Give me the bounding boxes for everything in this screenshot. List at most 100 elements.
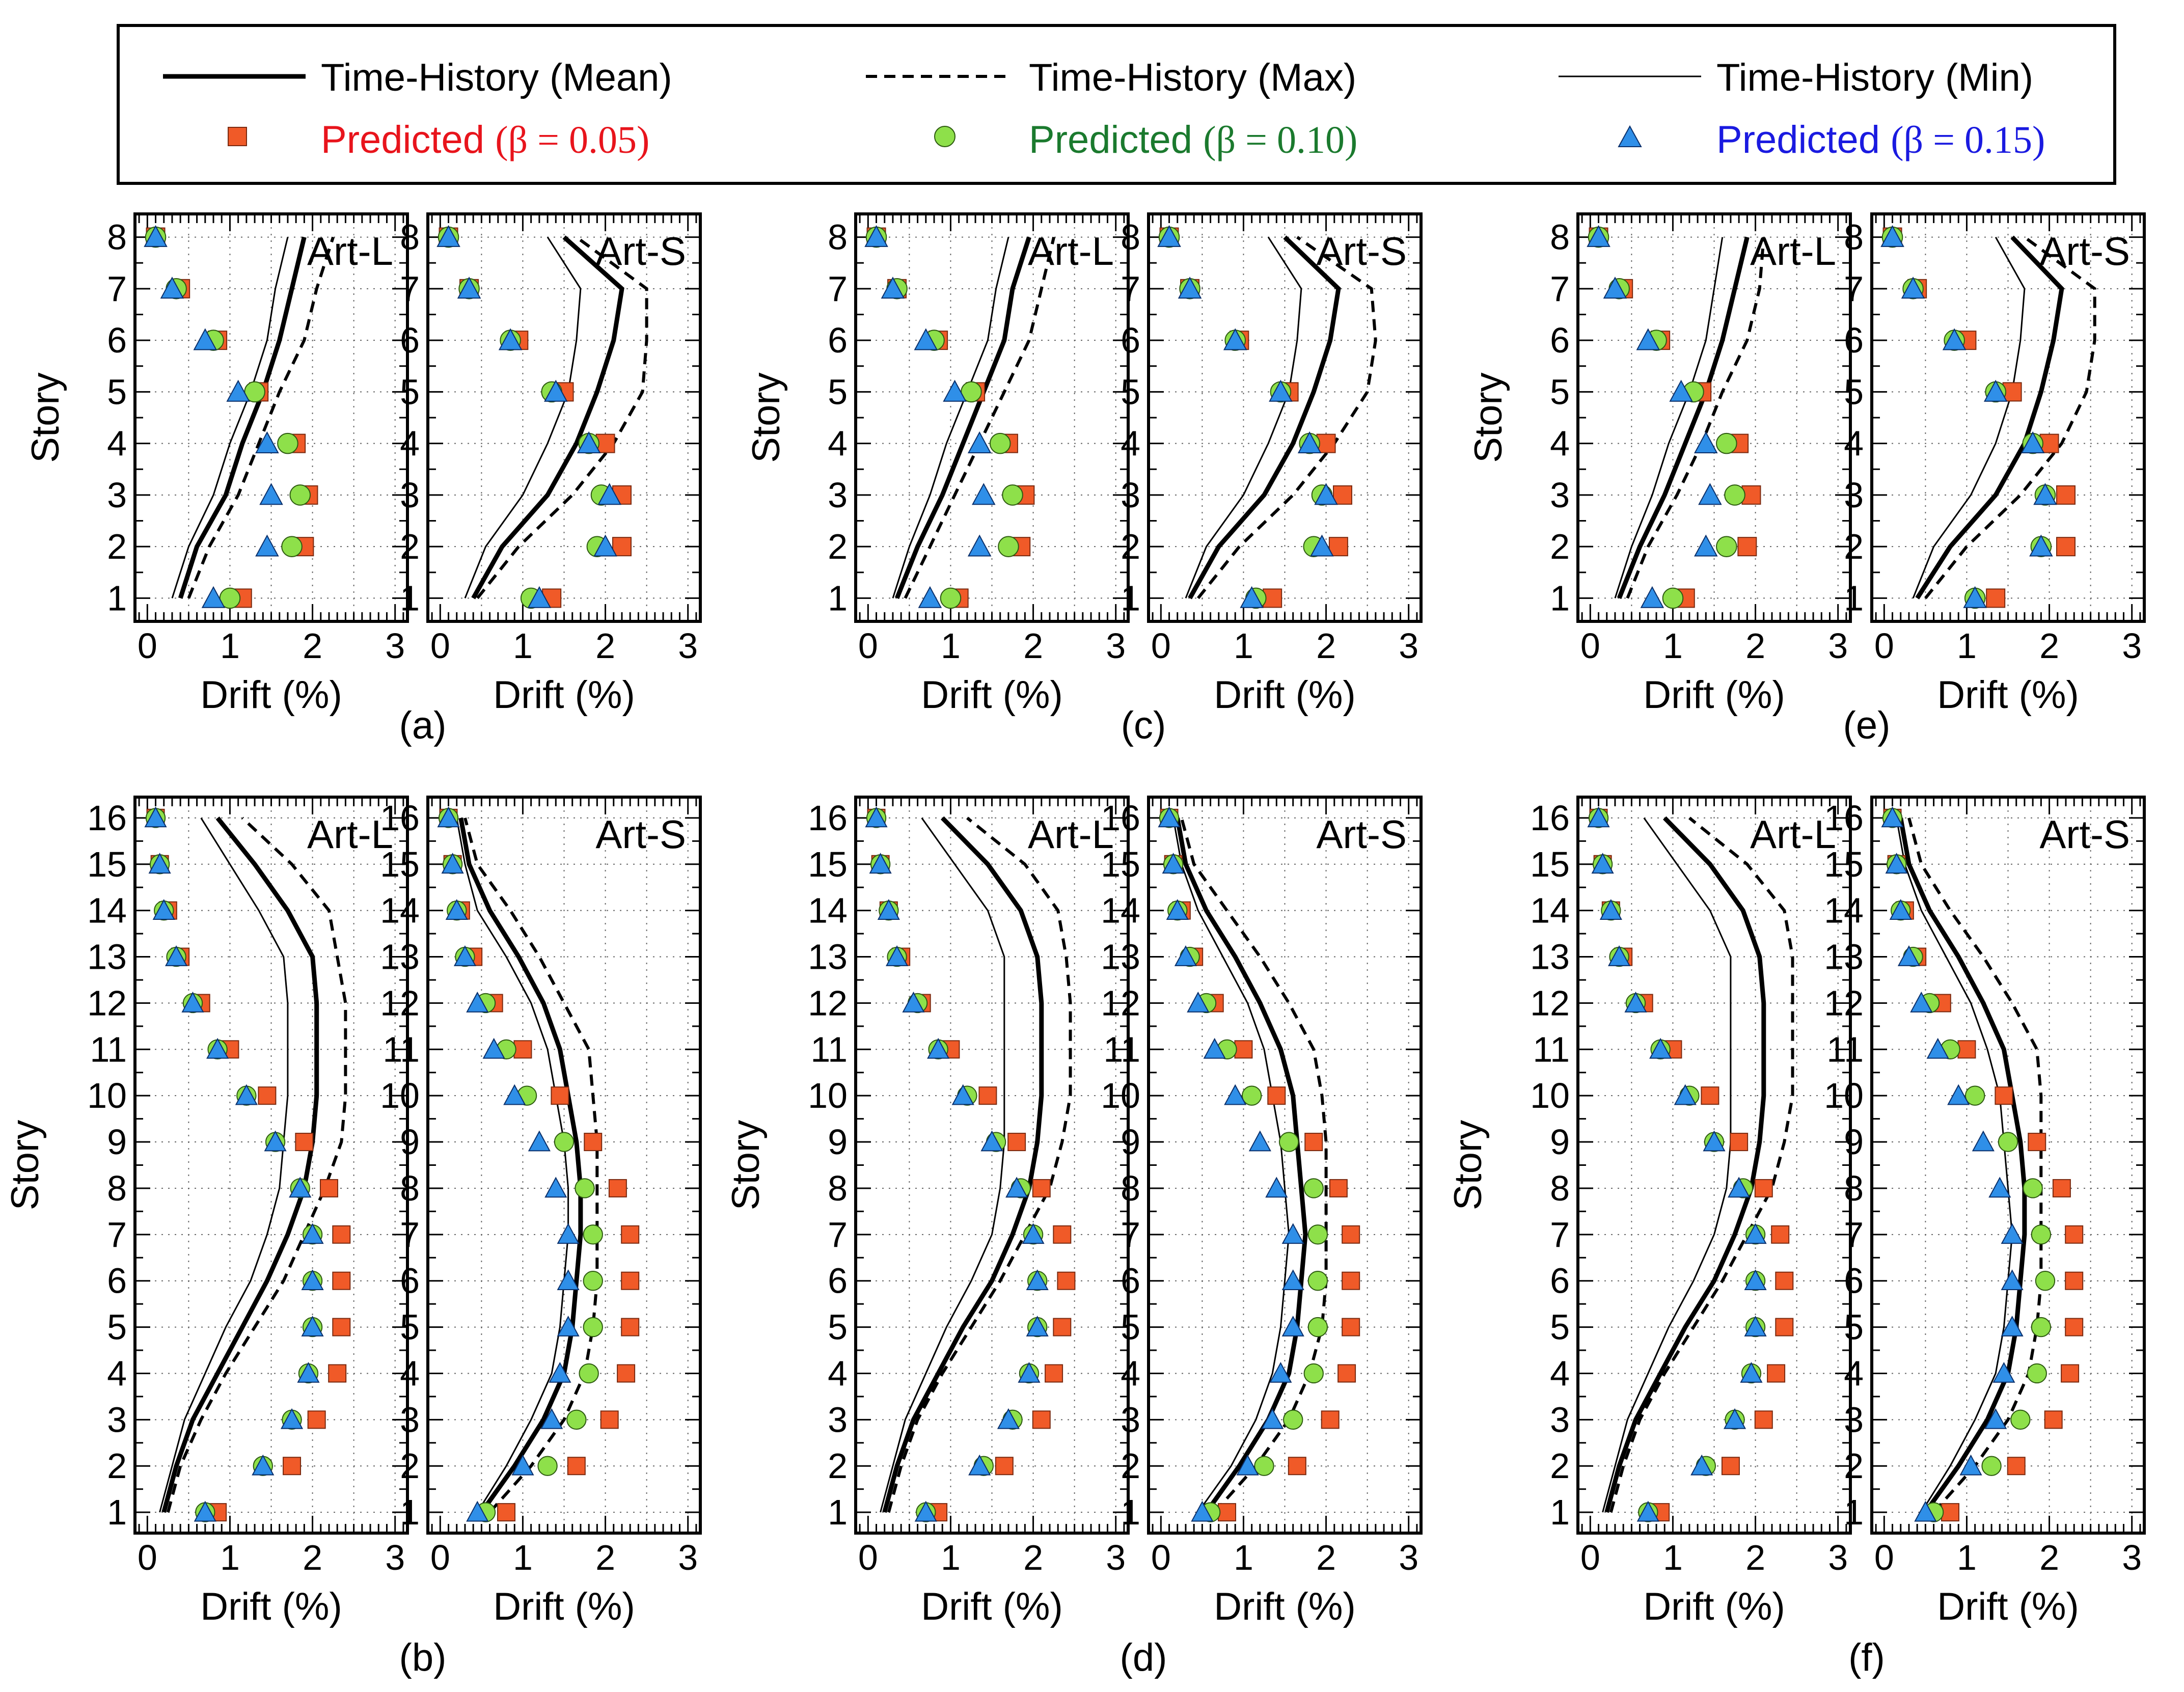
x-tick-label: 0: [858, 1538, 878, 1577]
series-th-mean-line: [1604, 816, 1766, 1513]
series-th-max-line: [166, 816, 347, 1513]
series-th-max-line: [1924, 236, 2096, 599]
y-tick-label: 12: [1530, 983, 1570, 1023]
y-tick-label: 14: [808, 891, 848, 931]
marker-predicted-015: [1694, 534, 1718, 557]
marker-predicted-010: [1964, 1085, 1985, 1106]
x-tick-label: 2: [1316, 1538, 1336, 1577]
y-tick-label: 6: [107, 320, 127, 360]
marker-predicted-005: [319, 1179, 338, 1197]
y-tick-label: 2: [400, 1446, 420, 1486]
marker-predicted-005: [617, 1364, 636, 1383]
marker-predicted-010: [1307, 1224, 1328, 1245]
y-tick-label: 6: [828, 1261, 848, 1301]
marker-predicted-015: [544, 1177, 567, 1198]
y-tick-label: 13: [1824, 937, 1864, 977]
marker-predicted-015: [1236, 1454, 1259, 1476]
marker-predicted-015: [1162, 853, 1185, 874]
marker-predicted-015: [193, 328, 217, 350]
marker-predicted-015: [597, 483, 621, 505]
y-tick-label: 2: [1844, 527, 1864, 566]
marker-predicted-005: [1057, 1271, 1076, 1290]
marker-predicted-015: [511, 1454, 534, 1476]
marker-predicted-015: [557, 1269, 580, 1291]
marker-predicted-015: [914, 328, 938, 350]
marker-predicted-005: [1234, 1040, 1253, 1059]
marker-predicted-005: [1053, 1225, 1072, 1244]
y-tick-label: 11: [90, 1029, 127, 1069]
marker-predicted-005: [600, 1410, 619, 1429]
marker-predicted-005: [608, 1179, 627, 1197]
marker-predicted-015: [980, 1130, 1003, 1152]
x-tick-label: 3: [2122, 626, 2142, 666]
marker-predicted-005: [978, 1086, 997, 1105]
series-th-min-line: [1185, 236, 1302, 598]
marker-predicted-015: [503, 1084, 526, 1105]
y-tick-label: 3: [1121, 475, 1140, 515]
marker-predicted-005: [1957, 1040, 1976, 1059]
marker-predicted-015: [1984, 1408, 2007, 1429]
marker-predicted-005: [1701, 1086, 1719, 1105]
marker-predicted-005: [497, 1503, 516, 1522]
marker-predicted-015: [144, 806, 167, 828]
marker-predicted-015: [1897, 945, 1921, 966]
marker-predicted-015: [1690, 1454, 1713, 1476]
marker-predicted-010: [289, 484, 311, 506]
x-tick-label: 0: [1580, 626, 1600, 666]
panel-captions: (a) (b) (c) (d) (e) (f): [399, 704, 1891, 1679]
marker-predicted-015: [1607, 945, 1631, 966]
marker-predicted-015: [264, 1130, 287, 1152]
marker-predicted-015: [967, 534, 992, 557]
marker-predicted-005: [2052, 1179, 2071, 1197]
y-tick-label: 5: [1121, 372, 1140, 412]
record-label: Art-S: [595, 812, 686, 857]
marker-predicted-015: [181, 991, 204, 1013]
y-tick-label: 6: [400, 1261, 420, 1301]
marker-predicted-015: [1901, 277, 1925, 299]
marker-predicted-015: [1674, 1084, 1697, 1105]
series-th-mean-line: [1617, 236, 1750, 599]
marker-predicted-015: [1988, 1177, 2011, 1198]
marker-predicted-015: [466, 991, 489, 1013]
y-tick-label: 5: [107, 1307, 127, 1347]
marker-predicted-010: [2027, 1363, 2047, 1384]
y-tick-label: 3: [828, 475, 848, 515]
y-tick-label: 4: [1121, 1353, 1140, 1393]
y-tick-label: 3: [107, 475, 127, 515]
y-tick-label: 12: [380, 983, 420, 1023]
marker-predicted-005: [1337, 1364, 1356, 1383]
y-tick-label: 5: [1844, 372, 1864, 412]
marker-predicted-015: [1281, 1223, 1304, 1244]
x-tick-label: 3: [385, 1538, 405, 1577]
y-tick-label: 16: [1101, 798, 1140, 838]
series-th-min-line: [171, 237, 289, 598]
y-tick-label: 2: [1121, 527, 1140, 566]
x-tick-label: 2: [1023, 626, 1043, 666]
y-tick-label: 4: [1550, 424, 1570, 463]
marker-predicted-005: [2056, 537, 2076, 557]
y-tick-label: 3: [107, 1400, 127, 1439]
x-tick-label: 1: [220, 626, 240, 666]
marker-predicted-005: [551, 1086, 569, 1105]
x-tick-label: 3: [1399, 626, 1418, 666]
y-tick-label: 8: [828, 1168, 848, 1208]
x-tick-label: 2: [303, 626, 322, 666]
x-axis-label: Drift (%): [200, 673, 342, 717]
legend-pred-015: Predicted (β = 0.15): [1716, 118, 2045, 161]
marker-predicted-005: [332, 1271, 351, 1290]
marker-predicted-015: [865, 806, 888, 828]
y-tick-label: 4: [828, 424, 848, 463]
series-th-min-line: [464, 236, 582, 598]
x-axis-label: Drift (%): [493, 1585, 635, 1628]
marker-predicted-015: [1703, 1130, 1726, 1152]
panel-caption-d: (d): [1120, 1636, 1167, 1679]
series-th-max-line: [1609, 816, 1794, 1513]
marker-predicted-015: [1261, 1408, 1284, 1429]
marker-predicted-015: [1297, 431, 1322, 453]
x-tick-label: 0: [1151, 1538, 1171, 1577]
y-tick-label: 6: [1121, 1261, 1140, 1301]
marker-predicted-015: [1880, 225, 1904, 247]
